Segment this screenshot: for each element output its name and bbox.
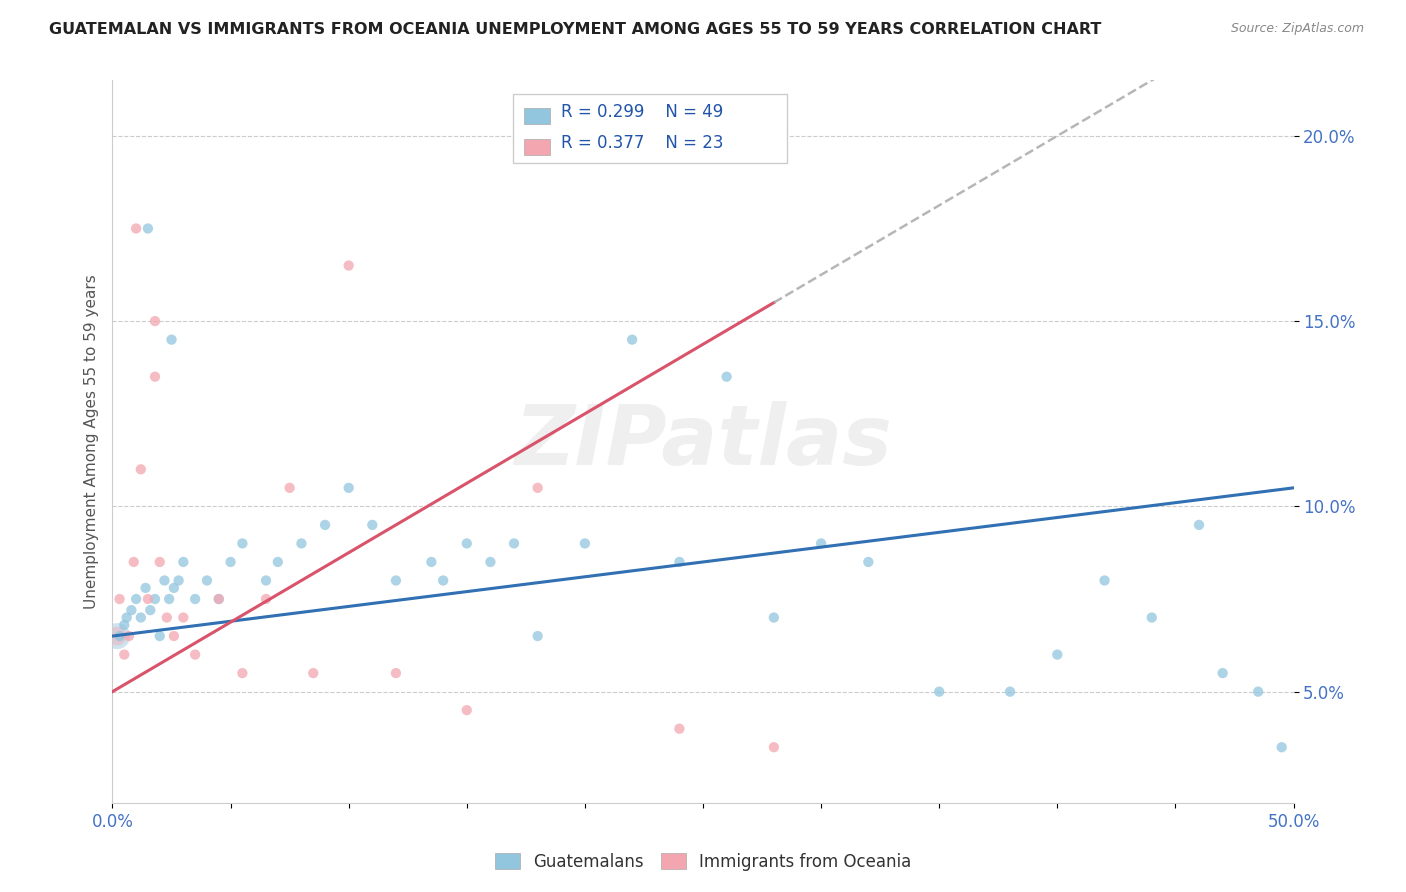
- Point: [762, 740, 785, 755]
- Point: [136, 221, 159, 235]
- Point: [153, 574, 176, 588]
- Point: [118, 629, 141, 643]
- Point: [219, 555, 242, 569]
- Point: [254, 592, 277, 607]
- Point: [143, 314, 166, 328]
- Point: [1046, 648, 1069, 662]
- Point: [302, 666, 325, 681]
- Y-axis label: Unemployment Among Ages 55 to 59 years: Unemployment Among Ages 55 to 59 years: [83, 274, 98, 609]
- Point: [385, 666, 408, 681]
- Point: [149, 629, 172, 643]
- Point: [1094, 574, 1116, 588]
- Point: [668, 722, 690, 736]
- Point: [184, 648, 207, 662]
- Point: [716, 369, 738, 384]
- Point: [120, 603, 142, 617]
- Point: [762, 610, 785, 624]
- Text: Source: ZipAtlas.com: Source: ZipAtlas.com: [1230, 22, 1364, 36]
- Point: [105, 629, 128, 643]
- Point: [998, 684, 1021, 698]
- Point: [456, 703, 478, 717]
- Point: [267, 555, 290, 569]
- Text: GUATEMALAN VS IMMIGRANTS FROM OCEANIA UNEMPLOYMENT AMONG AGES 55 TO 59 YEARS COR: GUATEMALAN VS IMMIGRANTS FROM OCEANIA UN…: [49, 22, 1101, 37]
- Point: [157, 592, 180, 607]
- Point: [1188, 517, 1211, 532]
- Point: [143, 592, 166, 607]
- Point: [122, 555, 145, 569]
- Point: [125, 221, 148, 235]
- Point: [115, 610, 138, 624]
- Point: [1247, 684, 1270, 698]
- Point: [108, 592, 131, 607]
- Point: [526, 481, 548, 495]
- Point: [1140, 610, 1163, 624]
- Point: [167, 574, 190, 588]
- Text: ZIPatlas: ZIPatlas: [515, 401, 891, 482]
- Point: [479, 555, 502, 569]
- Point: [456, 536, 478, 550]
- Point: [208, 592, 231, 607]
- Point: [129, 462, 152, 476]
- Point: [163, 629, 186, 643]
- Point: [156, 610, 179, 624]
- Point: [172, 610, 194, 624]
- Point: [1271, 740, 1294, 755]
- Point: [108, 629, 131, 643]
- Point: [208, 592, 231, 607]
- Point: [503, 536, 526, 550]
- Point: [143, 369, 166, 384]
- Point: [184, 592, 207, 607]
- Point: [668, 555, 690, 569]
- Point: [129, 610, 152, 624]
- Point: [160, 333, 183, 347]
- Point: [337, 481, 360, 495]
- Point: [810, 536, 832, 550]
- Point: [135, 581, 157, 595]
- Point: [149, 555, 172, 569]
- Point: [231, 666, 253, 681]
- Point: [195, 574, 218, 588]
- Point: [858, 555, 880, 569]
- Text: R = 0.299    N = 49: R = 0.299 N = 49: [561, 103, 723, 121]
- Point: [361, 517, 384, 532]
- Point: [420, 555, 443, 569]
- Point: [290, 536, 312, 550]
- Point: [231, 536, 253, 550]
- Point: [136, 592, 159, 607]
- Text: R = 0.377    N = 23: R = 0.377 N = 23: [561, 134, 724, 153]
- Point: [432, 574, 454, 588]
- Point: [105, 629, 128, 643]
- Point: [139, 603, 162, 617]
- Legend: Guatemalans, Immigrants from Oceania: Guatemalans, Immigrants from Oceania: [488, 847, 918, 878]
- Point: [385, 574, 408, 588]
- Point: [125, 592, 148, 607]
- Point: [526, 629, 548, 643]
- Point: [278, 481, 301, 495]
- Point: [163, 581, 186, 595]
- Point: [254, 574, 277, 588]
- Point: [112, 618, 135, 632]
- Point: [172, 555, 194, 569]
- Point: [112, 648, 135, 662]
- Point: [1212, 666, 1234, 681]
- Point: [337, 259, 360, 273]
- Point: [314, 517, 336, 532]
- Point: [928, 684, 950, 698]
- Point: [574, 536, 596, 550]
- Point: [621, 333, 644, 347]
